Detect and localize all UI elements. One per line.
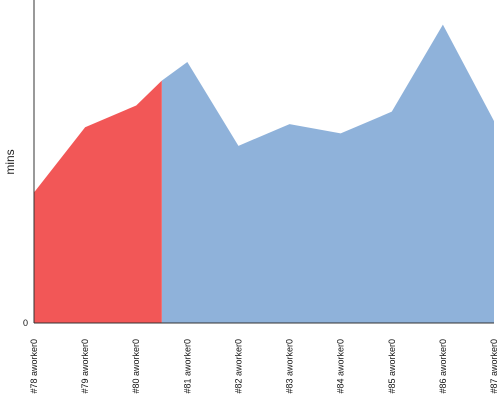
x-tick-label: #81 aworker0	[182, 339, 192, 394]
x-tick-label: #83 aworker0	[285, 339, 295, 394]
y-axis-label: mins	[3, 149, 17, 174]
x-tick-label: #79 aworker0	[80, 339, 90, 394]
x-tick-label: #84 aworker0	[336, 339, 346, 394]
y-tick-label: 0	[23, 318, 28, 328]
x-tick-label: #80 aworker0	[131, 339, 141, 394]
x-tick-label: #86 aworker0	[438, 339, 448, 394]
area-series	[161, 24, 494, 323]
area-series-highlight	[34, 80, 162, 324]
x-tick-label: #87 aworker0	[489, 339, 499, 394]
x-tick-label: #78 aworker0	[29, 339, 39, 394]
x-tick-label: #85 aworker0	[387, 339, 397, 394]
series-areas	[34, 24, 494, 324]
x-tick-label: #82 aworker0	[233, 339, 243, 394]
x-tick-labels: #78 aworker0 #79 aworker0 #80 aworker0 #81 …	[29, 339, 499, 394]
